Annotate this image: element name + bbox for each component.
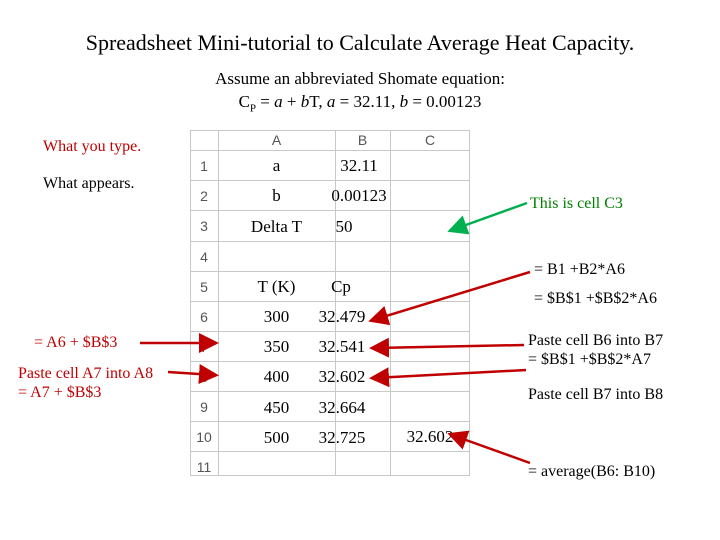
t-var: T, [309, 92, 327, 111]
label-a7-typed: = A6 + $B$3 [34, 334, 118, 351]
a-value: = 32.11, [335, 92, 400, 111]
row-header-8[interactable]: 8 [200, 369, 208, 385]
row-header-3[interactable]: 3 [200, 218, 208, 234]
legend-appears: What appears. [43, 175, 135, 192]
legend-typed: What you type. [43, 138, 142, 155]
cell-b10[interactable]: 32.725 [318, 428, 366, 447]
row-header-11[interactable]: 11 [196, 459, 212, 475]
row-header-10[interactable]: 10 [196, 429, 212, 445]
eq-mid: = [256, 92, 275, 111]
cell-a6[interactable]: 300 [263, 307, 290, 326]
label-average: = average(B6: B10) [528, 463, 656, 480]
a-var: a [274, 92, 283, 111]
cp-symbol: C [238, 92, 250, 111]
label-b7-paste-line2: = $B$1 +$B$2*A7 [528, 351, 651, 368]
cell-b3[interactable]: 50 [335, 217, 353, 236]
cell-a10[interactable]: 500 [263, 428, 290, 447]
label-b8-paste: Paste cell B7 into B8 [528, 386, 664, 403]
label-b7-paste-line1: Paste cell B6 into B7 [528, 332, 664, 349]
b-var-2: b [399, 92, 409, 111]
label-b7-paste: Paste cell B6 into B7 = $B$1 +$B$2*A7 [528, 331, 663, 369]
label-a8-paste-line1: Paste cell A7 into A8 [18, 365, 154, 382]
cell-a2[interactable]: b [272, 186, 281, 205]
cell-a5[interactable]: T (K) [257, 277, 296, 296]
cell-c10[interactable]: 32.602 [406, 427, 454, 446]
plus: + [282, 92, 301, 111]
shomate-equation: CP = a + bT, a = 32.11, b = 0.00123 [0, 92, 720, 114]
cell-a3[interactable]: Delta T [250, 217, 303, 236]
cell-b9[interactable]: 32.664 [318, 398, 366, 417]
row-header-9[interactable]: 9 [200, 399, 208, 415]
cell-a9[interactable]: 450 [263, 398, 290, 417]
label-b5-appears: = B1 +B2*A6 [534, 261, 625, 278]
label-b6-typed: = $B$1 +$B$2*A6 [534, 290, 657, 307]
row-header-7[interactable]: 7 [200, 339, 208, 355]
spreadsheet: A B C 1 2 3 4 5 6 7 8 9 10 11 a b Delta … [190, 130, 470, 476]
label-a8-paste: Paste cell A7 into A8 = A7 + $B$3 [18, 364, 153, 402]
slide-title: Spreadsheet Mini-tutorial to Calculate A… [85, 30, 635, 55]
cell-b1[interactable]: 32.11 [340, 156, 378, 175]
row-header-4[interactable]: 4 [200, 249, 208, 265]
cell-b2[interactable]: 0.00123 [331, 186, 387, 205]
row-header-2[interactable]: 2 [200, 188, 208, 204]
b-value: = 0.00123 [408, 92, 482, 111]
cp-subscript: P [249, 102, 257, 115]
cell-a7[interactable]: 350 [263, 337, 290, 356]
column-header-c[interactable]: C [424, 132, 436, 148]
a-var-2: a [326, 92, 336, 111]
spreadsheet-grid [190, 130, 470, 476]
column-header-a[interactable]: A [271, 132, 282, 148]
cell-a8[interactable]: 400 [263, 367, 290, 386]
cell-b5[interactable]: Cp [331, 277, 351, 296]
row-header-1[interactable]: 1 [200, 158, 208, 174]
assumption-line: Assume an abbreviated Shomate equation: [215, 69, 505, 88]
cell-b7[interactable]: 32.541 [318, 337, 366, 356]
cell-b6[interactable]: 32.479 [318, 307, 366, 326]
cell-a1[interactable]: a [272, 156, 281, 175]
column-header-b[interactable]: B [357, 132, 368, 148]
label-cell-c3: This is cell C3 [530, 195, 623, 212]
row-header-6[interactable]: 6 [200, 309, 208, 325]
b-var: b [300, 92, 310, 111]
row-header-5[interactable]: 5 [200, 279, 208, 295]
cell-b8[interactable]: 32.602 [318, 367, 366, 386]
label-a8-paste-line2: = A7 + $B$3 [18, 384, 102, 401]
